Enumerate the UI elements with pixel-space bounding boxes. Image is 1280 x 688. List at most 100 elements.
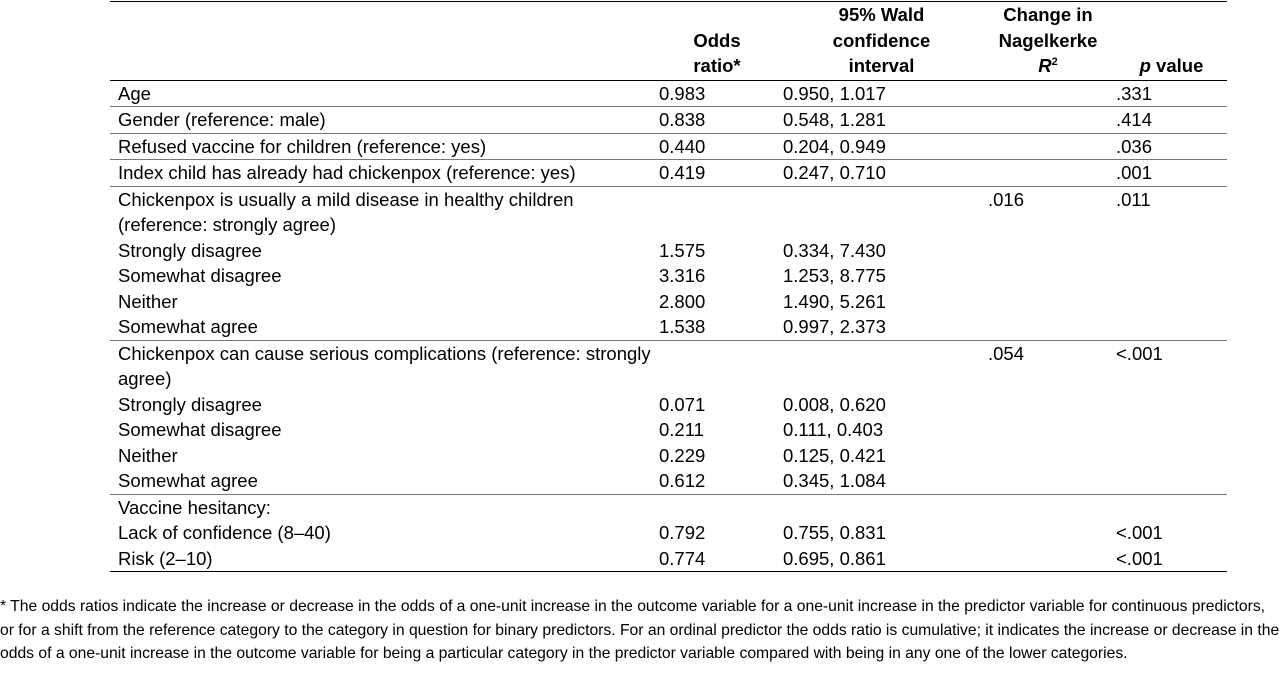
p-value-cell: .331 [1116, 82, 1153, 104]
header-r2-symbol: R [1038, 55, 1052, 76]
r2-change-cell [980, 392, 1108, 418]
row-label: Vaccine hesitancy: [118, 496, 271, 518]
table-row: Gender (reference: male) 0.838 0.548, 1.28… [110, 106, 1227, 134]
row-label: Chickenpox can cause serious complicatio… [118, 342, 651, 390]
odds-ratio-cell: 0.440 [659, 135, 706, 157]
header-ci-line2: confidence [832, 29, 931, 51]
confidence-interval-cell: 1.490, 5.261 [783, 290, 886, 312]
row-label: Refused vaccine for children (reference:… [118, 135, 487, 157]
confidence-interval-cell: 0.111, 0.403 [783, 419, 884, 440]
confidence-interval-cell: 0.695, 0.861 [783, 547, 886, 569]
confidence-interval-cell: 0.345, 1.084 [783, 470, 886, 491]
header-p-rest: value [1150, 55, 1204, 76]
odds-ratio-cell: 0.229 [659, 444, 706, 466]
r2-change-cell [980, 133, 1108, 160]
table-body: Age 0.983 0.950, 1.017 .331 Gender (referenc… [110, 80, 1227, 572]
r2-change-cell [980, 443, 1108, 469]
table-header: Odds ratio* 95% Wald confidence interval… [110, 1, 1227, 81]
table-row: Risk (2–10) 0.774 0.695, 0.861 <.001 [110, 546, 1227, 572]
p-value-cell: <.001 [1116, 342, 1163, 364]
r2-change-cell [980, 289, 1108, 315]
p-value-cell: <.001 [1116, 522, 1163, 543]
odds-ratio-cell: 0.419 [659, 162, 706, 183]
row-label: Neither [118, 290, 178, 312]
r2-change-cell [980, 80, 1108, 107]
r2-change-cell [980, 520, 1108, 546]
odds-ratio-cell: 0.774 [659, 547, 706, 569]
row-label: Neither [118, 444, 178, 466]
confidence-interval-cell: 0.950, 1.017 [783, 82, 886, 104]
odds-ratio-cell: 0.983 [659, 82, 706, 104]
confidence-interval-cell: 0.334, 7.430 [783, 239, 886, 261]
row-label: Strongly disagree [118, 393, 262, 415]
odds-ratio-cell [651, 340, 775, 392]
r2-change-cell [980, 263, 1108, 289]
odds-ratio-cell: 3.316 [659, 265, 706, 286]
header-odds-ratio-line1: Odds [693, 29, 741, 51]
p-value-cell [1108, 238, 1227, 264]
row-label: Risk (2–10) [118, 547, 213, 569]
table-row: Somewhat agree 0.612 0.345, 1.084 [110, 468, 1227, 494]
table-row: Strongly disagree 1.575 0.334, 7.430 [110, 238, 1227, 264]
p-value-cell [1108, 392, 1227, 418]
odds-ratio-cell: 0.071 [659, 393, 706, 415]
header-variable [110, 2, 651, 81]
confidence-interval-cell: 0.008, 0.620 [783, 393, 886, 415]
header-nagelkerke-r2: Change in Nagelkerke R2 [980, 2, 1108, 81]
table-row: Somewhat agree 1.538 0.997, 2.373 [110, 314, 1227, 340]
confidence-interval-cell: 0.125, 0.421 [783, 444, 886, 466]
row-label: Somewhat disagree [118, 419, 282, 440]
p-value-cell: <.001 [1116, 547, 1163, 569]
table-row: Refused vaccine for children (reference:… [110, 133, 1227, 160]
table-row: Chickenpox can cause serious complicatio… [110, 340, 1227, 392]
p-value-cell [1108, 468, 1227, 494]
r2-change-cell [980, 494, 1108, 520]
confidence-interval-cell [775, 340, 980, 392]
p-value-cell: .001 [1116, 162, 1153, 183]
odds-ratio-cell: 0.612 [659, 470, 706, 491]
header-r2-superscript: 2 [1051, 55, 1058, 68]
header-odds-ratio-line2: ratio* [693, 55, 741, 76]
header-p-italic: p [1139, 55, 1151, 76]
p-value-cell: .414 [1116, 109, 1153, 130]
row-label: Somewhat agree [118, 470, 258, 491]
header-r2-line1: Change in [1003, 4, 1093, 25]
r2-change-cell [980, 417, 1108, 443]
table-row: Age 0.983 0.950, 1.017 .331 [110, 80, 1227, 107]
r2-change-cell [980, 468, 1108, 494]
odds-ratio-cell: 0.211 [659, 419, 704, 440]
r2-change-cell [980, 314, 1108, 340]
confidence-interval-cell: 0.755, 0.831 [783, 522, 886, 543]
row-label: Lack of confidence (8–40) [118, 522, 331, 543]
table-row: Lack of confidence (8–40) 0.792 0.755, 0.8… [110, 520, 1227, 546]
table-row: Index child has already had chickenpox (… [110, 159, 1227, 187]
confidence-interval-cell: 0.247, 0.710 [783, 162, 886, 183]
r2-change-cell: .054 [988, 342, 1025, 364]
row-label: Chickenpox is usually a mild disease in … [118, 188, 574, 236]
confidence-interval-cell [775, 494, 980, 520]
p-value-cell: .011 [1116, 188, 1151, 210]
odds-ratio-cell: 1.538 [659, 316, 706, 337]
r2-change-cell [980, 107, 1108, 134]
header-confidence-interval: 95% Wald confidence interval [775, 2, 980, 81]
header-row: Odds ratio* 95% Wald confidence interval… [110, 1, 1227, 81]
odds-ratio-cell: 1.575 [659, 239, 706, 261]
p-value-cell: .036 [1116, 135, 1153, 157]
table-row: Vaccine hesitancy: [110, 494, 1227, 520]
table-footnote: * The odds ratios indicate the increase … [0, 598, 1280, 662]
table-row: Strongly disagree 0.071 0.008, 0.620 [110, 392, 1227, 418]
table-row: Somewhat disagree 0.211 0.111, 0.403 [110, 417, 1227, 443]
odds-ratio-cell: 2.800 [659, 290, 706, 312]
r2-change-cell [980, 546, 1108, 572]
r2-change-cell [980, 238, 1108, 264]
confidence-interval-cell: 0.548, 1.281 [783, 109, 886, 130]
table-row: Somewhat disagree 3.316 1.253, 8.775 [110, 263, 1227, 289]
regression-table: Odds ratio* 95% Wald confidence interval… [110, 1, 1227, 572]
row-label: Age [118, 82, 151, 104]
odds-ratio-cell [651, 494, 775, 520]
p-value-cell [1108, 314, 1227, 340]
p-value-cell [1108, 289, 1227, 315]
r2-change-cell: .016 [988, 188, 1025, 210]
row-label: Somewhat disagree [118, 265, 282, 286]
p-value-cell [1108, 443, 1227, 469]
